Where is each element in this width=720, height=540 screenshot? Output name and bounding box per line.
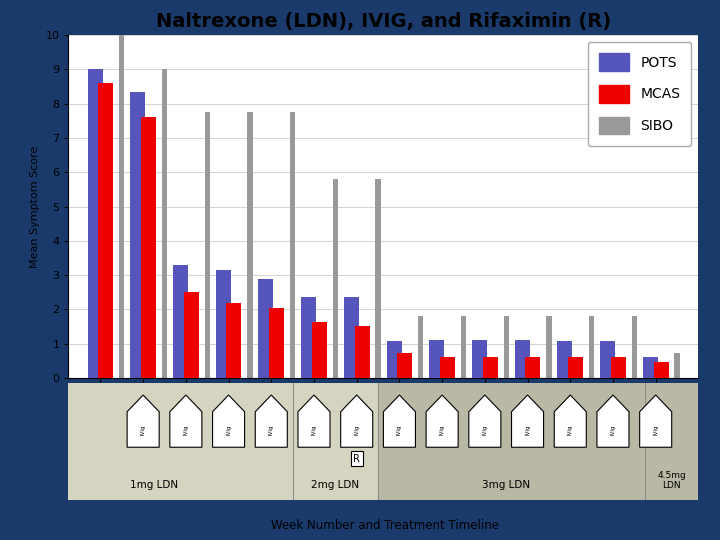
Text: IVIg: IVIg [397,424,402,435]
Bar [216,270,230,378]
Polygon shape [127,395,159,447]
Legend: POTS, MCAS, SIBO: POTS, MCAS, SIBO [588,42,691,146]
Bar [557,341,572,378]
Bar [130,92,145,378]
Text: 2mg LDN: 2mg LDN [311,480,359,490]
Bar [546,316,552,378]
Bar [204,112,210,378]
Bar [589,316,594,378]
Bar [292,383,378,500]
Text: IVIg: IVIg [611,424,616,435]
Polygon shape [384,395,415,447]
Bar [68,383,292,500]
Bar [611,357,626,378]
Text: R: R [354,454,360,464]
Bar [88,69,102,378]
Bar [440,357,455,378]
Text: IVIg: IVIg [184,424,189,435]
Polygon shape [469,395,501,447]
Bar [312,322,327,378]
Bar [526,357,541,378]
Text: IVIg: IVIg [568,424,573,435]
Title: Naltrexone (LDN), IVIG, and Rifaximin (R): Naltrexone (LDN), IVIG, and Rifaximin (R… [156,12,611,31]
Text: IVIg: IVIg [269,424,274,435]
Bar [461,316,466,378]
Bar [600,341,615,378]
Bar [482,357,498,378]
Polygon shape [639,395,672,447]
Bar [290,112,295,378]
Y-axis label: Mean Symptom Score: Mean Symptom Score [30,145,40,268]
Bar [631,316,637,378]
Bar [258,279,274,378]
Polygon shape [511,395,544,447]
Bar [472,340,487,378]
Text: IVIg: IVIg [653,424,658,435]
Bar [99,83,113,378]
Bar [173,265,188,378]
Bar [503,316,509,378]
Polygon shape [256,395,287,447]
Bar [226,302,241,378]
Bar [418,316,423,378]
Text: IVIg: IVIg [482,424,487,435]
Bar [643,357,658,378]
Bar [675,353,680,378]
Text: IVIg: IVIg [312,424,317,435]
Polygon shape [170,395,202,447]
Bar [429,340,444,378]
Text: 1mg LDN: 1mg LDN [130,480,178,490]
Bar [162,69,167,378]
Text: 4.5mg
LDN: 4.5mg LDN [657,471,686,490]
Text: IVIg: IVIg [140,424,145,435]
Bar [568,357,583,378]
Bar [645,383,698,500]
Polygon shape [597,395,629,447]
Polygon shape [212,395,245,447]
Bar [515,340,530,378]
Bar [378,383,645,500]
Text: 3mg LDN: 3mg LDN [482,480,530,490]
Polygon shape [554,395,586,447]
Bar [654,362,668,378]
Bar [333,179,338,378]
Bar [184,292,199,378]
Bar [344,297,359,378]
Bar [387,341,402,378]
Bar [375,179,381,378]
Bar [354,326,369,378]
Text: IVIg: IVIg [226,424,231,435]
Polygon shape [426,395,458,447]
Polygon shape [341,395,373,447]
Bar [141,117,156,378]
Bar [119,35,125,378]
Text: IVIg: IVIg [440,424,445,435]
Bar [269,308,284,378]
Text: Week Number and Treatment Timeline: Week Number and Treatment Timeline [271,519,499,532]
Text: IVIg: IVIg [525,424,530,435]
Polygon shape [298,395,330,447]
Bar [397,353,413,378]
Bar [247,112,253,378]
Text: IVIg: IVIg [354,424,359,435]
Bar [301,297,316,378]
